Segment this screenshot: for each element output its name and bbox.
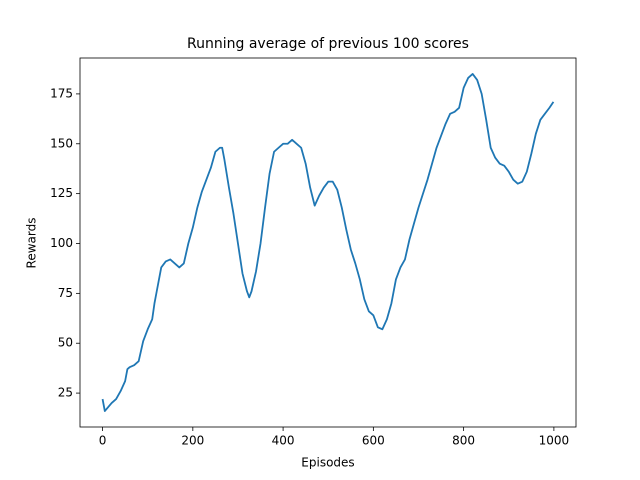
y-tick-label: 100 bbox=[50, 236, 73, 250]
y-axis-label: Rewards bbox=[25, 218, 39, 269]
x-tick-label: 800 bbox=[452, 434, 475, 448]
y-tick-label: 150 bbox=[50, 136, 73, 150]
x-tick-label: 400 bbox=[272, 434, 295, 448]
chart-title: Running average of previous 100 scores bbox=[187, 36, 469, 52]
x-tick-label: 600 bbox=[362, 434, 385, 448]
x-tick-label: 200 bbox=[181, 434, 204, 448]
axes-frame bbox=[79, 57, 577, 428]
x-axis-label: Episodes bbox=[301, 456, 354, 470]
y-tick-label: 75 bbox=[58, 286, 73, 300]
y-tick-label: 125 bbox=[50, 186, 73, 200]
y-tick-label: 50 bbox=[58, 336, 73, 350]
y-tick-label: 175 bbox=[50, 86, 73, 100]
y-tick-label: 25 bbox=[58, 386, 73, 400]
x-tick-label: 0 bbox=[99, 434, 107, 448]
x-tick-label: 1000 bbox=[539, 434, 570, 448]
line-series bbox=[101, 73, 555, 412]
